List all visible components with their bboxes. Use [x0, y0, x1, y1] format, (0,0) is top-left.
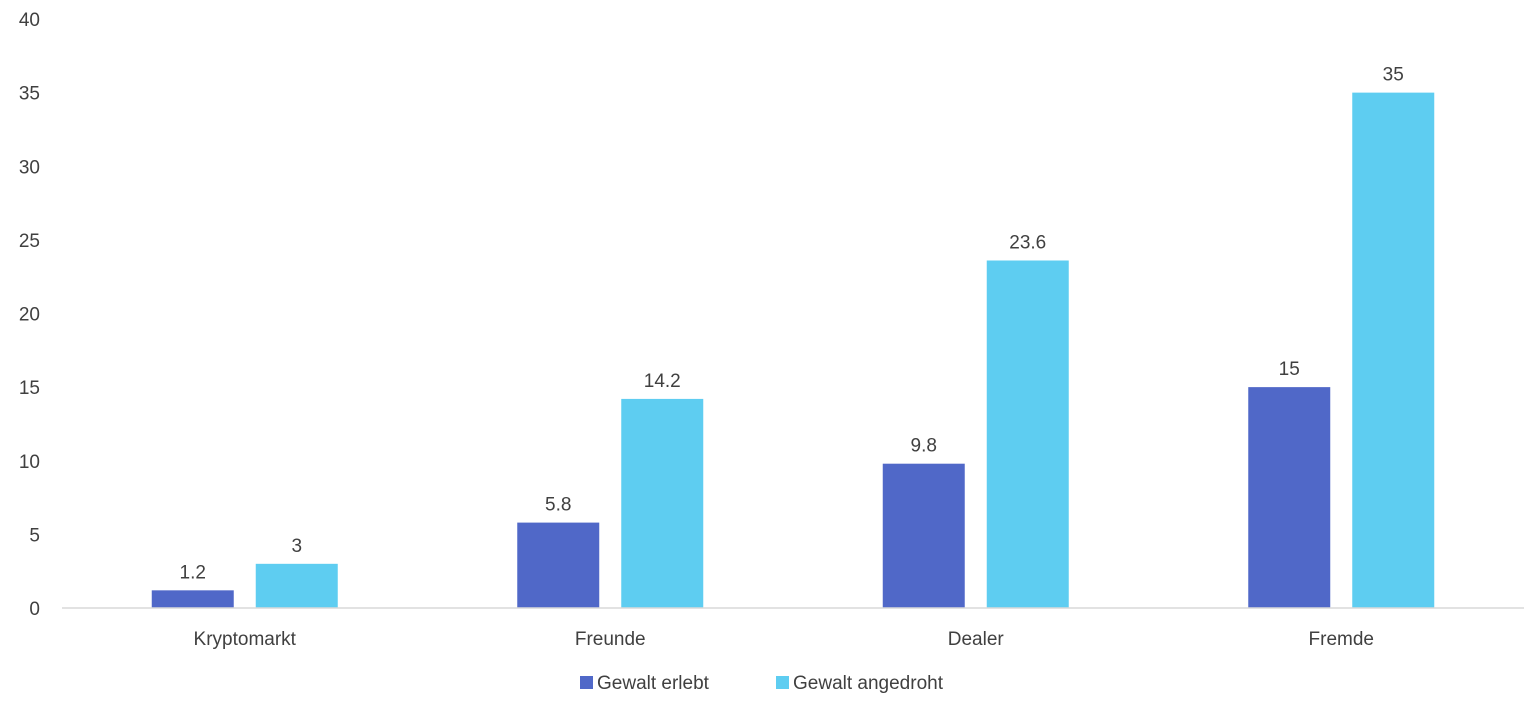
y-tick-label: 35	[19, 84, 40, 105]
x-category-label: Dealer	[948, 629, 1005, 650]
data-label: 3	[291, 536, 302, 557]
x-axis: Kryptomarkt Freunde Dealer Fremde	[62, 607, 1524, 650]
legend: Gewalt erlebt Gewalt angedroht	[580, 673, 944, 694]
y-tick-label: 5	[29, 525, 40, 546]
legend-label: Gewalt erlebt	[597, 673, 710, 694]
y-axis: 0 5 10 15 20 25 30 35 40	[19, 10, 40, 620]
bar-gewalt-erlebt	[1248, 387, 1331, 608]
data-label: 5.8	[545, 495, 571, 516]
legend-swatch	[580, 676, 593, 689]
bar-gewalt-erlebt	[517, 522, 600, 608]
data-label: 14.2	[644, 371, 681, 392]
data-label: 15	[1279, 359, 1300, 380]
bar-gewalt-angedroht	[621, 398, 704, 608]
x-category-label: Freunde	[575, 629, 646, 650]
y-tick-label: 30	[19, 157, 40, 178]
x-category-label: Fremde	[1309, 629, 1374, 650]
bar-gewalt-erlebt	[151, 590, 234, 608]
data-label: 23.6	[1009, 232, 1046, 253]
bars: 1.2 3 5.8 14.2 9.8 23.6 15 35	[151, 65, 1435, 608]
bar-gewalt-erlebt	[882, 463, 965, 608]
data-label: 1.2	[180, 562, 206, 583]
y-tick-label: 25	[19, 231, 40, 252]
y-tick-label: 20	[19, 305, 40, 326]
legend-label: Gewalt angedroht	[793, 673, 944, 694]
bar-gewalt-angedroht	[986, 260, 1069, 608]
y-tick-label: 10	[19, 452, 40, 473]
data-label: 35	[1383, 65, 1404, 86]
data-label: 9.8	[911, 436, 937, 457]
bar-gewalt-angedroht	[1352, 92, 1435, 608]
legend-swatch	[776, 676, 789, 689]
y-tick-label: 0	[29, 599, 40, 620]
x-category-label: Kryptomarkt	[194, 629, 297, 650]
y-tick-label: 15	[19, 378, 40, 399]
bar-gewalt-angedroht	[255, 563, 338, 608]
y-tick-label: 40	[19, 10, 40, 31]
